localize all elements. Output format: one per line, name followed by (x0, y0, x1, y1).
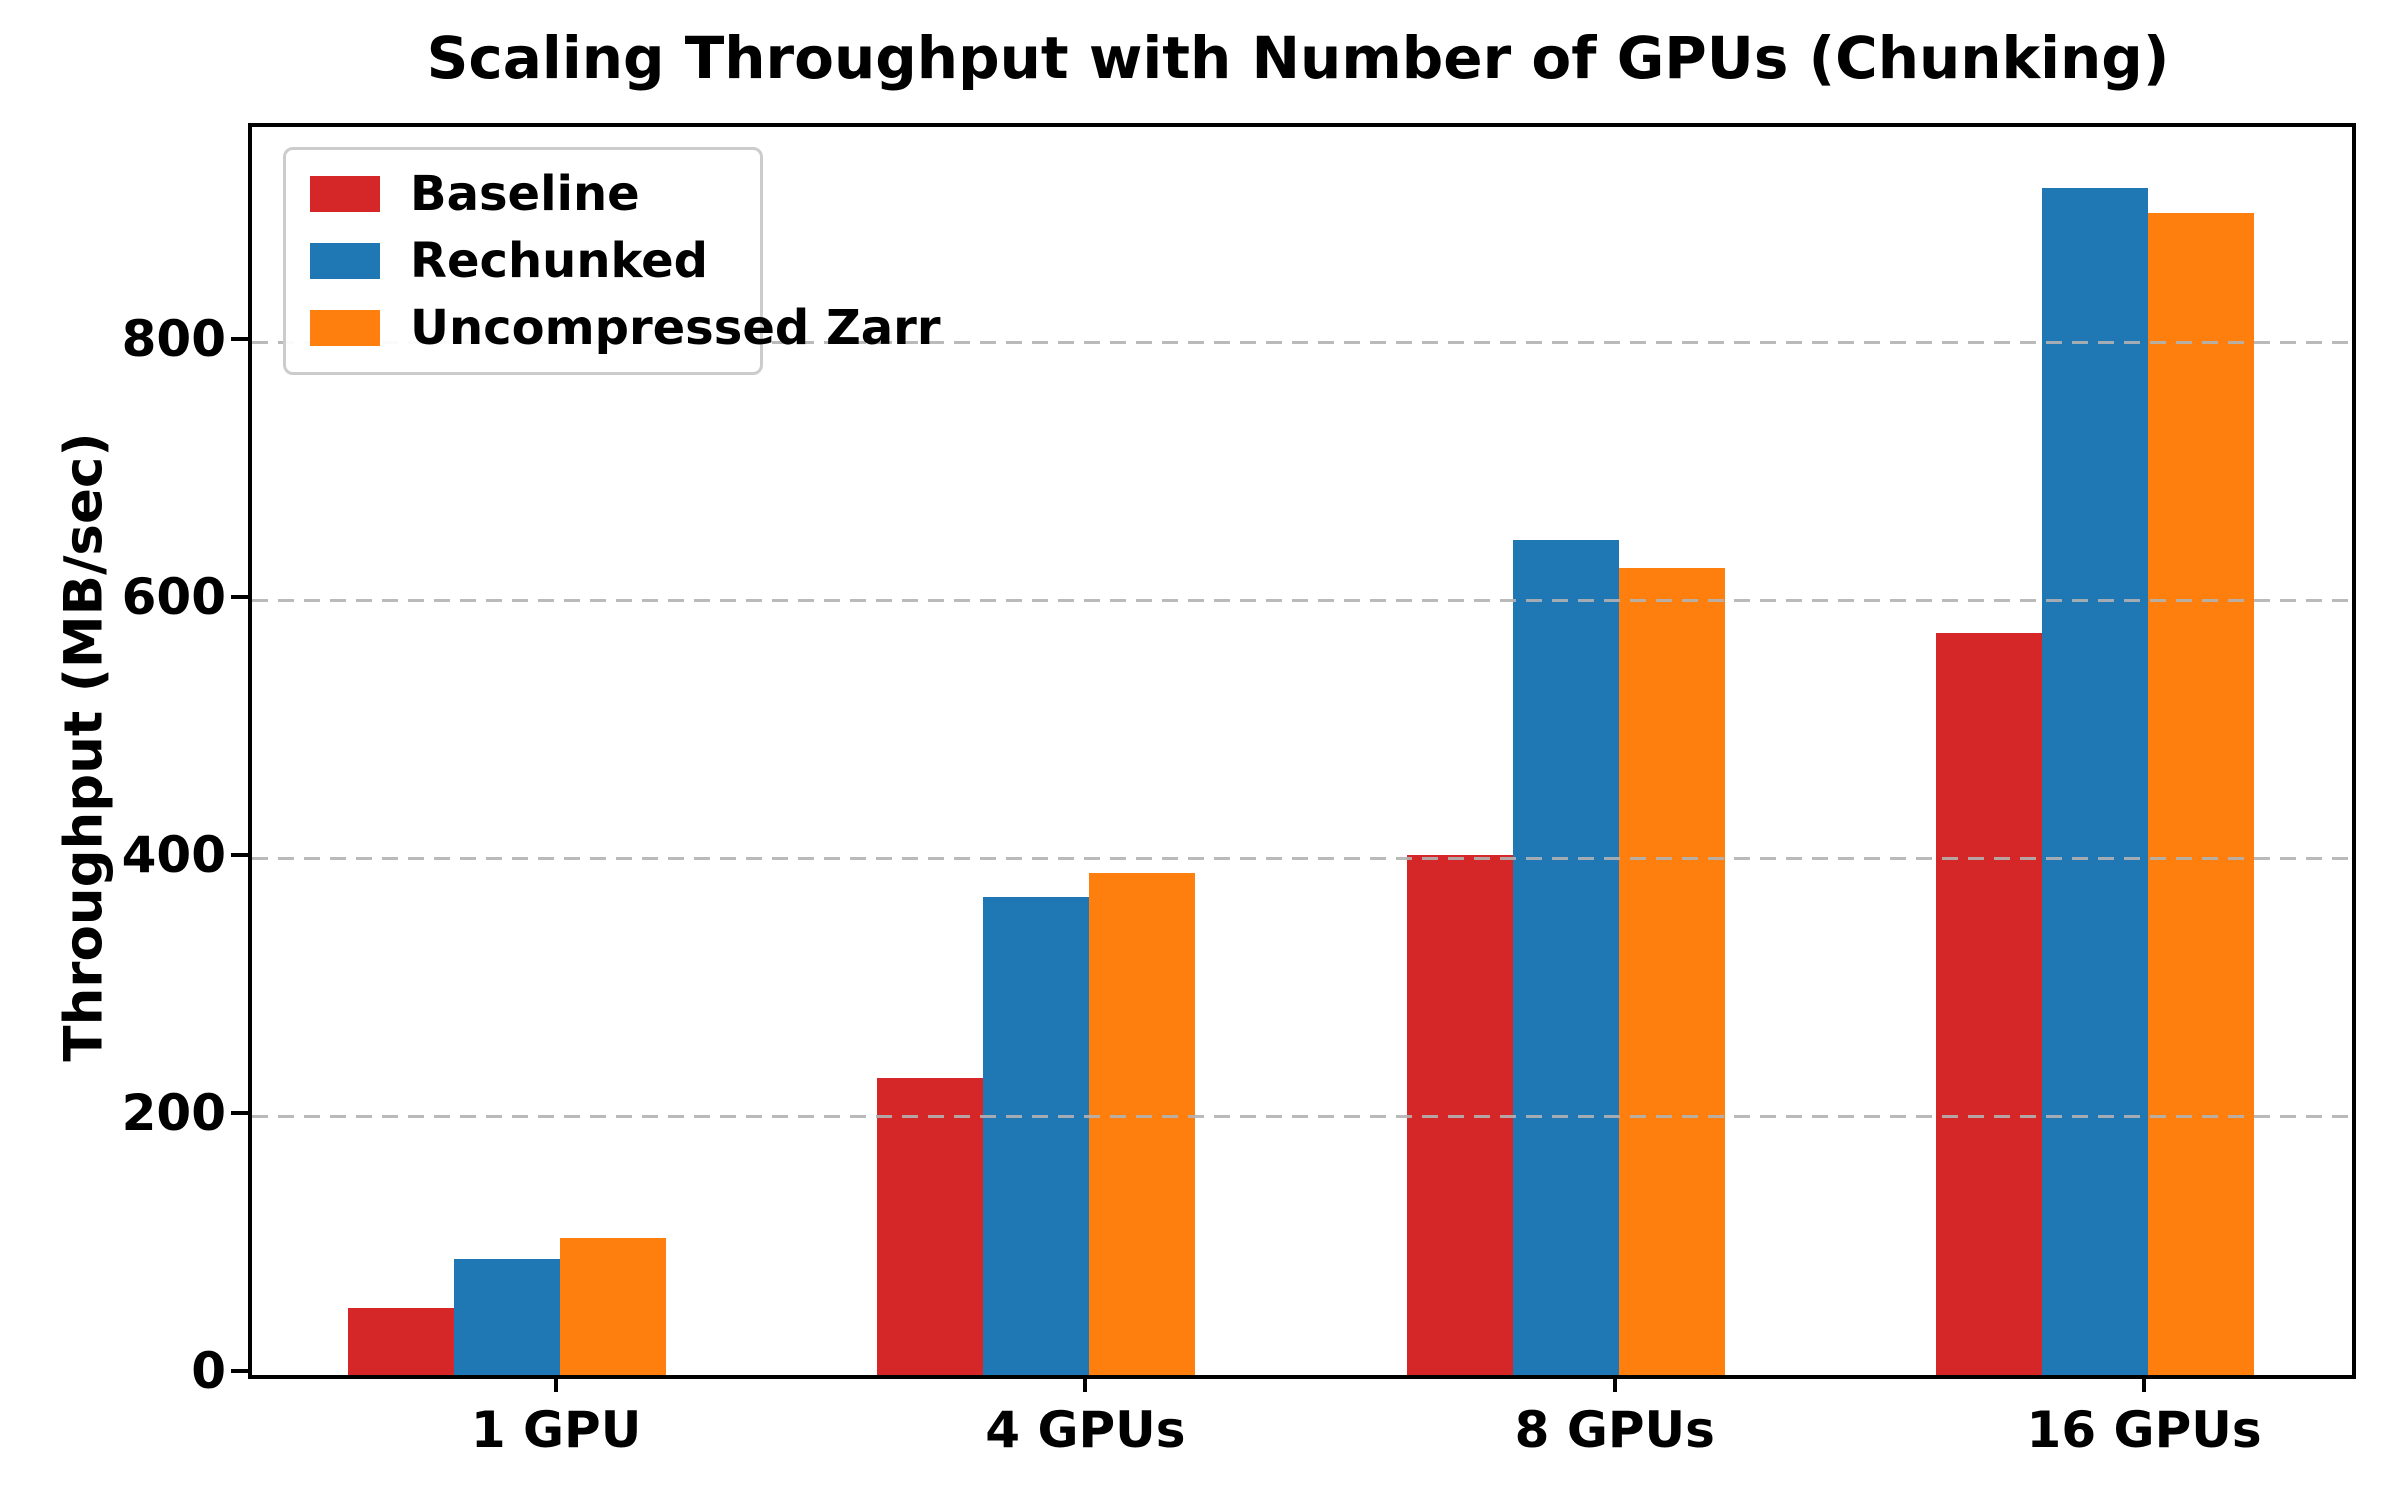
x-tick-label-1-gpu: 1 GPU (470, 1401, 642, 1459)
bar-rechunked-8-gpus (1512, 540, 1619, 1375)
bar-rechunked-4-gpus (983, 897, 1090, 1375)
y-tick-label-200: 200 (121, 1083, 226, 1142)
y-tick-mark-200 (231, 1110, 248, 1115)
x-tick-label-8-gpus: 8 GPUs (1514, 1401, 1715, 1459)
y-tick-mark-0 (231, 1369, 248, 1373)
legend-swatch-baseline (310, 175, 380, 212)
legend-swatch-uncompressed-zarr (310, 310, 380, 347)
legend-row-rechunked: Rechunked (286, 237, 760, 285)
gridline-y-200 (252, 1114, 2352, 1118)
legend-row-baseline: Baseline (286, 170, 760, 218)
y-tick-label-800: 800 (121, 309, 226, 368)
y-tick-mark-800 (231, 336, 248, 341)
bar-uncompressed-zarr-1-gpu (560, 1238, 667, 1375)
legend: Baseline Rechunked Uncompressed Zarr (283, 147, 940, 375)
x-tick-mark-4 (2142, 1375, 2147, 1392)
y-tick-label-0: 0 (191, 1342, 226, 1400)
bar-uncompressed-zarr-16-gpus (2148, 213, 2255, 1375)
bar-baseline-16-gpus (1936, 632, 2043, 1375)
x-tick-label-4-gpus: 4 GPUs (985, 1401, 1186, 1459)
x-tick-mark-1 (554, 1375, 559, 1392)
legend-label: Uncompressed Zarr (410, 300, 941, 357)
x-tick-label-16-gpus: 16 GPUs (2026, 1401, 2262, 1459)
legend-label: Baseline (410, 165, 640, 222)
chart-title: Scaling Throughput with Number of GPUs (… (426, 24, 2170, 92)
bar-uncompressed-zarr-8-gpus (1618, 568, 1725, 1375)
bar-uncompressed-zarr-4-gpus (1089, 872, 1196, 1375)
y-tick-label-600: 600 (121, 567, 226, 626)
gridline-y-400 (252, 856, 2352, 860)
legend-label: Rechunked (410, 232, 709, 289)
gridline-y-600 (252, 598, 2352, 602)
y-tick-mark-600 (231, 594, 248, 599)
bar-baseline-1-gpu (348, 1307, 455, 1375)
plot-area (248, 123, 2356, 1379)
bar-baseline-4-gpus (877, 1078, 984, 1375)
y-axis-label: Throughput (MB/sec) (53, 432, 115, 1062)
x-tick-mark-2 (1083, 1375, 1088, 1392)
bar-rechunked-16-gpus (2042, 187, 2149, 1375)
bar-rechunked-1-gpu (454, 1258, 561, 1375)
y-tick-label-400: 400 (121, 825, 226, 884)
x-tick-mark-3 (1612, 1375, 1617, 1392)
y-tick-mark-400 (231, 852, 248, 857)
legend-row-uncompressed-zarr: Uncompressed Zarr (286, 304, 940, 352)
gridline-y-800 (252, 340, 2352, 344)
legend-swatch-rechunked (310, 242, 380, 279)
